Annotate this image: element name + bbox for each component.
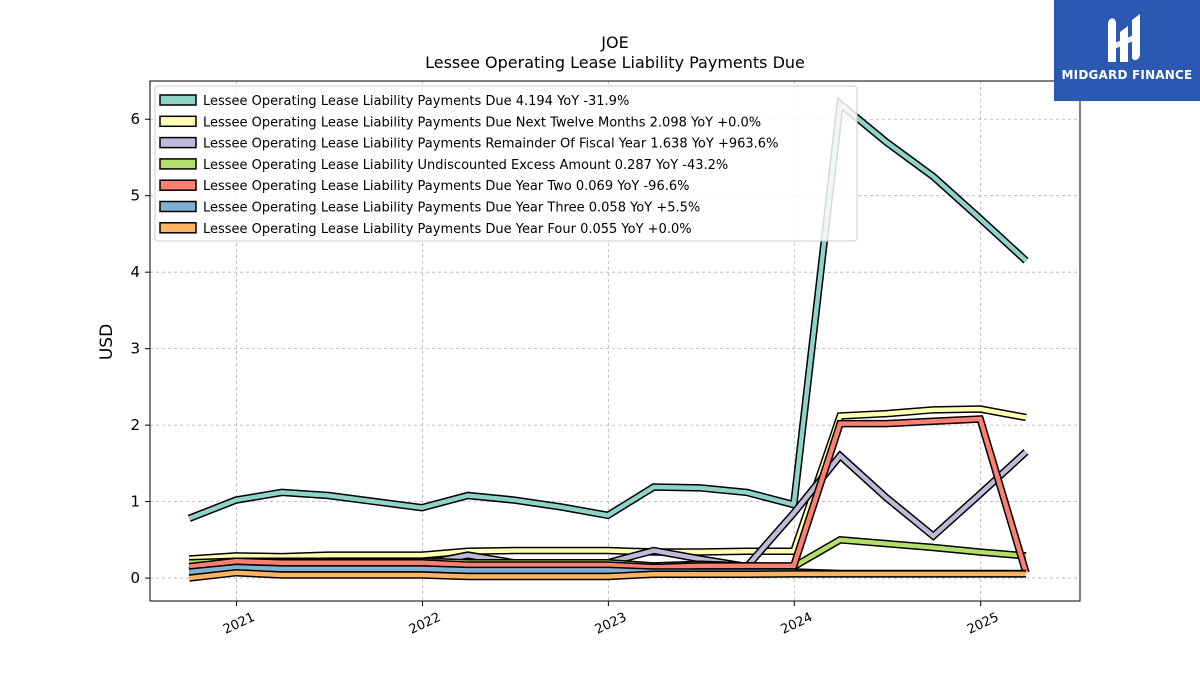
chart-title: JOE xyxy=(600,33,628,52)
chart-subtitle: Lessee Operating Lease Liability Payment… xyxy=(425,53,805,72)
x-tick-label: 2023 xyxy=(593,610,629,638)
y-tick-label: 1 xyxy=(130,493,140,511)
x-tick-label: 2021 xyxy=(221,610,257,638)
legend-swatch xyxy=(159,115,197,128)
y-tick-label: 6 xyxy=(130,110,140,128)
legend-swatch xyxy=(159,222,197,234)
y-tick-label: 2 xyxy=(130,416,140,434)
legend-box xyxy=(154,85,858,242)
legend-swatch xyxy=(159,136,197,149)
plot-frame xyxy=(149,80,1081,602)
legend-swatch xyxy=(159,158,197,170)
legend-entry: Lessee Operating Lease Liability Payment… xyxy=(203,94,629,109)
y-axis-label: USD xyxy=(97,324,117,360)
y-tick-label: 3 xyxy=(130,340,140,358)
x-tick-label: 2025 xyxy=(965,610,1001,638)
legend-swatch xyxy=(159,94,197,106)
y-tick-label: 5 xyxy=(130,187,140,205)
brand-name: MIDGARD FINANCE xyxy=(1061,68,1193,82)
series-line xyxy=(188,416,1029,574)
brand-logo-icon xyxy=(1108,14,1140,62)
series-layer xyxy=(187,96,1030,582)
y-tick-label: 4 xyxy=(130,263,140,281)
legend-swatch xyxy=(159,200,197,213)
series-line xyxy=(189,406,1027,562)
x-tick-label: 2024 xyxy=(779,610,815,638)
legend-entry: Lessee Operating Lease Liability Undisco… xyxy=(203,158,728,173)
legend-swatch xyxy=(159,179,197,191)
series-line xyxy=(188,570,1027,581)
legend-entry: Lessee Operating Lease Liability Payment… xyxy=(203,179,689,194)
series-line xyxy=(188,99,1028,521)
legend: Lessee Operating Lease Liability Payment… xyxy=(154,85,858,242)
legend-entry: Lessee Operating Lease Liability Payment… xyxy=(203,201,700,216)
brand-logo: MIDGARD FINANCE xyxy=(1054,0,1200,101)
x-tick-label: 2022 xyxy=(407,610,443,638)
legend-entry: Lessee Operating Lease Liability Payment… xyxy=(203,222,692,237)
y-tick-label: 0 xyxy=(130,569,140,587)
legend-entry: Lessee Operating Lease Liability Payment… xyxy=(203,115,761,130)
legend-entry: Lessee Operating Lease Liability Payment… xyxy=(203,137,778,152)
series-line-outline xyxy=(188,405,1027,563)
